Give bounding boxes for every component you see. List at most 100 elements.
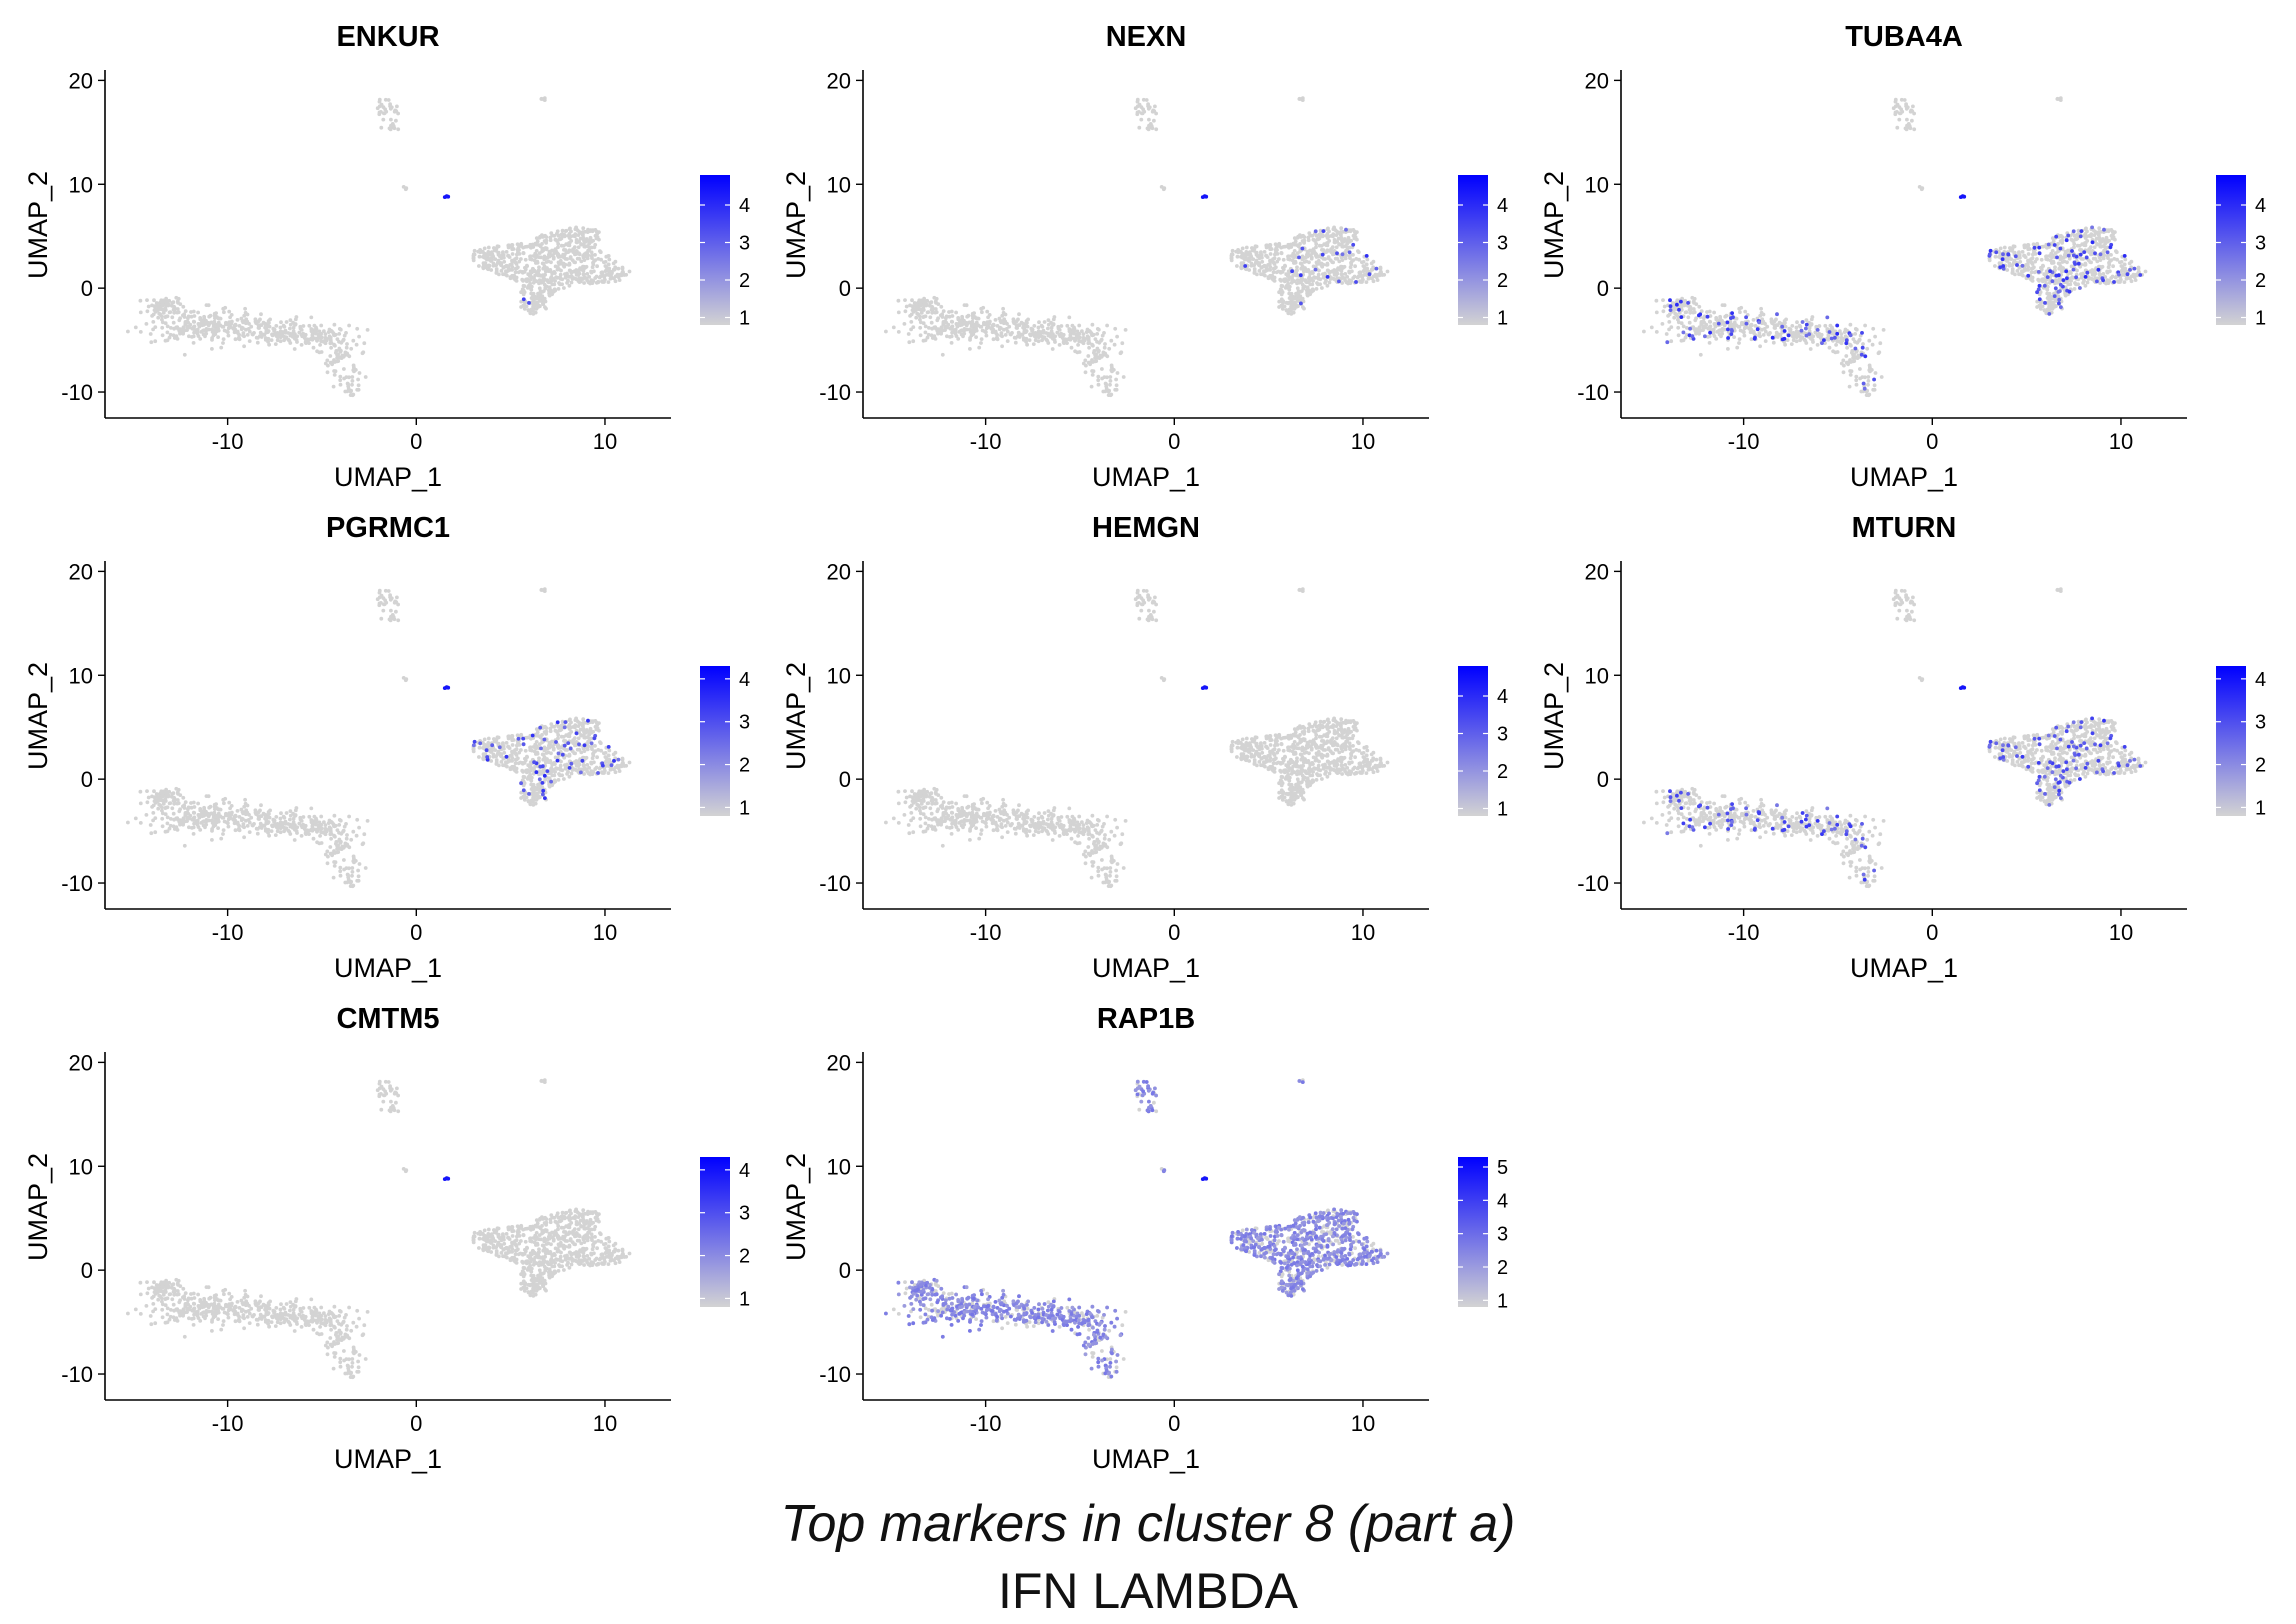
- cell-point: [921, 321, 926, 326]
- cell-point: [1335, 256, 1340, 261]
- cell-point: [1337, 242, 1341, 246]
- expressing-cell-point: [2043, 301, 2047, 305]
- cell-point: [1334, 273, 1339, 277]
- cell-point: [161, 307, 165, 312]
- cell-point: [237, 332, 242, 337]
- cell-point: [144, 322, 149, 326]
- cell-point: [1253, 260, 1258, 265]
- cell-point: [1809, 322, 1814, 327]
- cell-point: [2106, 256, 2110, 260]
- expressing-cell-point: [2122, 254, 2127, 258]
- cell-point: [576, 724, 581, 728]
- cell-point: [929, 300, 934, 305]
- cell-point: [991, 337, 996, 342]
- cell-point: [587, 242, 591, 246]
- cell-point: [1993, 254, 1998, 259]
- cell-point: [988, 319, 992, 324]
- expressing-cell-point: [1807, 332, 1812, 336]
- cell-point: [1357, 270, 1362, 275]
- cell-point: [1013, 340, 1018, 345]
- cell-point: [332, 373, 337, 377]
- cell-point: [353, 368, 358, 372]
- cell-point: [1283, 264, 1287, 268]
- cell-point: [1306, 269, 1311, 273]
- expressing-cell-point: [1770, 335, 1775, 340]
- expressing-cell-point: [1705, 314, 1710, 319]
- cell-point: [347, 323, 351, 328]
- cell-point: [1856, 353, 1861, 358]
- cell-point: [212, 330, 217, 335]
- cell-point: [1118, 351, 1123, 356]
- cell-point: [935, 318, 940, 323]
- cell-point: [1789, 342, 1794, 346]
- cell-point: [1854, 382, 1859, 387]
- expressing-cell-point: [2020, 263, 2025, 268]
- cell-point: [908, 303, 912, 308]
- expressing-cell-point: [1297, 255, 1301, 260]
- cell-point: [613, 279, 618, 284]
- cell-point: [1229, 252, 1234, 257]
- cell-point: [2046, 308, 2051, 313]
- cell-point: [1098, 353, 1103, 358]
- cell-point: [523, 257, 528, 262]
- cell-point: [1268, 258, 1272, 263]
- cell-point: [2035, 257, 2039, 261]
- cell-point: [1327, 234, 1331, 239]
- cell-point: [341, 338, 345, 343]
- cell-point: [207, 327, 211, 332]
- expressing-cell-point: [2066, 253, 2071, 258]
- cell-point: [1866, 382, 1870, 387]
- cell-point: [1772, 323, 1777, 327]
- cell-point: [195, 330, 200, 334]
- cell-point: [979, 341, 983, 345]
- cell-point: [1331, 260, 1335, 265]
- cell-point: [241, 331, 246, 335]
- cell-point: [1150, 126, 1155, 131]
- cell-point: [603, 277, 607, 282]
- cell-point: [1022, 329, 1027, 334]
- cell-point: [986, 315, 990, 320]
- cell-point: [557, 281, 561, 285]
- cell-point: [1871, 326, 1876, 331]
- cell-point: [548, 269, 553, 273]
- cell-point: [1103, 353, 1108, 357]
- cell-point: [1848, 342, 1852, 347]
- expressing-cell-point: [1815, 328, 1820, 332]
- cell-point: [550, 282, 555, 287]
- cell-point: [1342, 239, 1346, 244]
- expressing-cell-point: [1863, 354, 1868, 359]
- cell-point: [2120, 265, 2125, 270]
- cell-point: [160, 301, 165, 305]
- cell-point: [999, 331, 1004, 335]
- cell-point: [355, 326, 360, 331]
- cell-point: [228, 315, 233, 320]
- expressing-cell-point: [2059, 305, 2063, 309]
- cell-point: [1123, 328, 1128, 332]
- cell-point: [1244, 245, 1249, 250]
- cell-point: [1268, 252, 1273, 256]
- cell-point: [593, 276, 598, 280]
- cell-point: [1320, 248, 1324, 252]
- cell-point: [1998, 246, 2003, 251]
- cell-point: [345, 342, 349, 346]
- cell-point: [979, 337, 984, 341]
- expressing-cell-point: [2082, 250, 2087, 255]
- cell-point: [569, 771, 574, 776]
- cell-point: [1676, 325, 1681, 330]
- cell-point: [489, 268, 494, 272]
- x-tick-label: 0: [1926, 429, 1938, 454]
- expressing-cell-point: [1665, 340, 1670, 345]
- cell-point: [2098, 258, 2103, 262]
- cell-point: [485, 264, 490, 268]
- cell-point: [2085, 280, 2090, 285]
- x-tick-label: -10: [212, 429, 244, 454]
- cell-point: [2124, 276, 2129, 281]
- cell-point: [2104, 235, 2109, 240]
- cell-point: [486, 245, 491, 250]
- cell-point: [2015, 269, 2020, 273]
- cell-point: [535, 301, 539, 305]
- cell-point: [551, 256, 556, 261]
- cell-point: [1121, 375, 1126, 379]
- cell-point: [1077, 323, 1082, 328]
